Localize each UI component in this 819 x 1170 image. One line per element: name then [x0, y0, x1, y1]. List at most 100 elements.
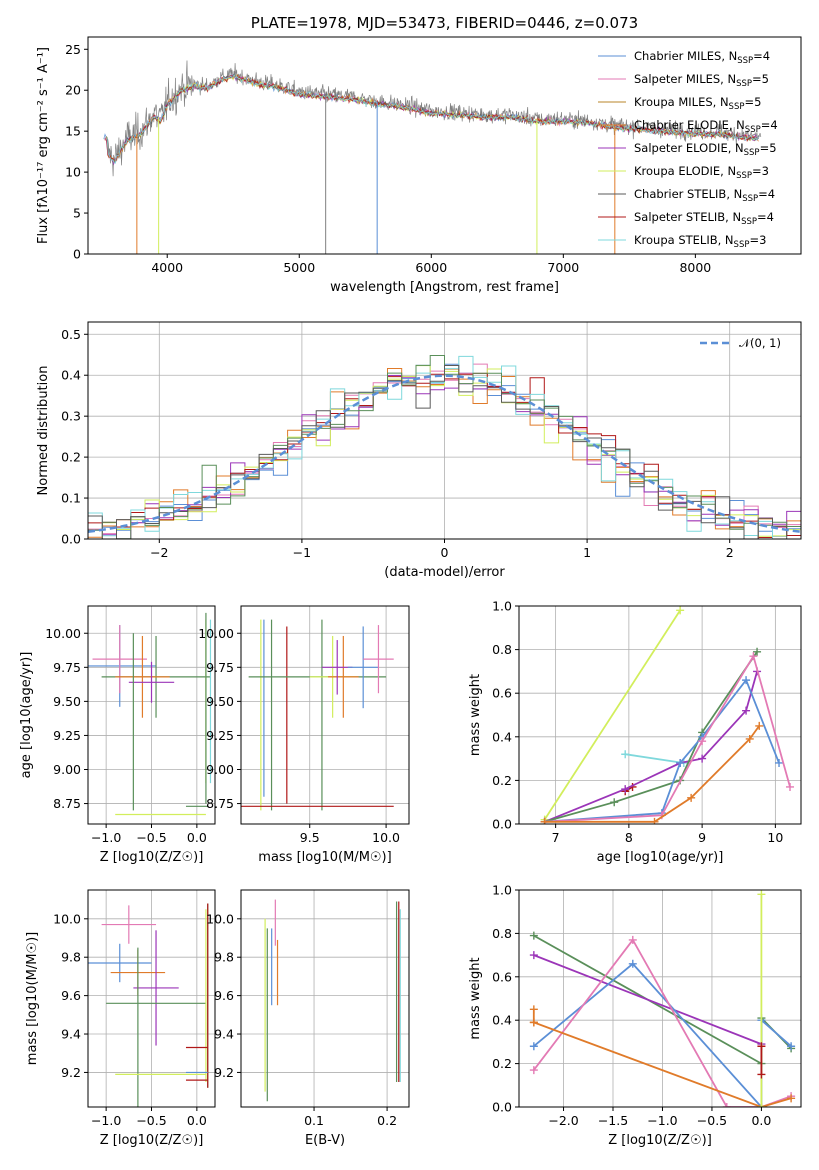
y-tick-label: 9.00 [53, 762, 81, 777]
legend-label: Salpeter MILES, NSSP=5 [634, 72, 769, 89]
y-tick-label: 10.0 [206, 911, 234, 926]
y-tick-label: 0.3 [61, 409, 81, 424]
y-tick-label: 0.2 [492, 1056, 512, 1071]
legend-label: Kroupa STELIB, NSSP=3 [634, 233, 766, 250]
data-point-marker [628, 959, 637, 968]
data-point-marker [775, 758, 784, 767]
model-spectrum-line [106, 74, 759, 164]
data-point-marker [529, 1066, 538, 1075]
x-axis-label: E(B-V) [305, 1133, 345, 1148]
y-tick-label: 9.8 [61, 950, 81, 965]
y-tick-label: 10.00 [45, 626, 81, 641]
x-tick-label: 4000 [151, 260, 183, 275]
y-tick-label: 9.8 [214, 950, 234, 965]
x-tick-label: 5000 [283, 260, 315, 275]
histogram-series [88, 375, 801, 539]
y-axis-label: mass weight [468, 674, 483, 756]
y-tick-label: 15 [65, 124, 81, 139]
data-point-marker [540, 817, 549, 824]
y-tick-label: 0.0 [61, 532, 81, 547]
x-tick-label: 0.0 [751, 1113, 771, 1128]
x-tick-label: −1 [293, 545, 311, 560]
data-point-marker [757, 1070, 766, 1079]
histogram-series [88, 365, 801, 539]
y-axis-label: mass [log10(M/M☉)] [25, 932, 40, 1065]
y-tick-label: 9.50 [53, 694, 81, 709]
x-tick-label: 0.0 [187, 1113, 207, 1128]
mass_Z-plot-area [88, 903, 209, 1107]
spectrum-plot-area [103, 60, 762, 254]
y-tick-label: 0.8 [492, 926, 512, 941]
weight_Z-axes: −2.0 −1.5 −1.0 −0.5 0.0 0.0 0.2 0.4 0.6 0.8 1.0 Z [… [468, 883, 802, 1148]
data-point-marker [745, 734, 754, 743]
y-axis-label: Flux [fλ10⁻¹⁷ erg cm⁻² s⁻¹ A⁻¹] [36, 47, 51, 244]
data-point-marker [757, 890, 766, 899]
axes-frame [518, 605, 802, 825]
x-tick-label: 1 [583, 545, 591, 560]
data-point-marker [753, 647, 762, 656]
data-point-marker [787, 1042, 796, 1051]
x-tick-label: 7000 [547, 260, 579, 275]
x-axis-label: Z [log10(Z/Z☉)] [100, 1133, 204, 1148]
mass_Z-axes: −1.0 −0.5 0.0 9.2 9.4 9.6 9.8 10.0 Z [log10(Z/Z☉… [25, 889, 216, 1148]
y-axis-label: age [log10(age/yr)] [19, 652, 34, 779]
x-axis-label: age [log10(age/yr)] [597, 850, 724, 865]
x-tick-label: 0 [441, 545, 449, 560]
spectrum-legend: Chabrier MILES, NSSP=4 Salpeter MILES, NS… [598, 49, 778, 250]
y-tick-label: 10.00 [198, 626, 234, 641]
x-tick-label: 9 [698, 830, 706, 845]
y-tick-label: 9.25 [53, 728, 81, 743]
age_Z-axes: −1.0 −0.5 0.0 8.75 9.00 9.25 9.50 9.75 10.00 Z [l… [19, 605, 216, 865]
x-tick-label: −0.5 [136, 830, 166, 845]
data-point-marker [610, 798, 619, 807]
y-tick-label: 0 [73, 247, 81, 262]
data-point-marker [676, 758, 685, 767]
data-point-marker [755, 721, 764, 730]
legend-label: Chabrier STELIB, NSSP=4 [634, 187, 775, 204]
x-tick-label: −1.5 [598, 1113, 628, 1128]
data-point-marker [757, 1042, 766, 1051]
x-tick-label: −0.5 [697, 1113, 727, 1128]
x-tick-label: −1.0 [91, 830, 121, 845]
data-point-marker [529, 931, 538, 940]
histogram-series [88, 355, 801, 539]
y-tick-label: 0.8 [492, 642, 512, 657]
data-point-marker [742, 706, 751, 715]
x-tick-label: 8000 [679, 260, 711, 275]
weight-line [533, 1021, 792, 1107]
axes-frame [87, 605, 216, 825]
y-tick-label: 0.6 [492, 686, 512, 701]
data-point-marker [687, 793, 696, 802]
y-tick-label: 9.6 [61, 988, 81, 1003]
data-point-marker [529, 1018, 538, 1027]
y-tick-label: 0.0 [492, 817, 512, 832]
x-tick-label: 9.5 [300, 830, 320, 845]
y-tick-label: 1.0 [492, 599, 512, 614]
chart-title: PLATE=1978, MJD=53473, FIBERID=0446, z=0… [251, 14, 638, 32]
data-point-marker [529, 1005, 538, 1014]
axes-frame [518, 889, 802, 1108]
y-tick-label: 10.0 [53, 911, 81, 926]
x-tick-label: −1.0 [91, 1113, 121, 1128]
data-point-marker [621, 785, 630, 794]
data-point-marker [749, 652, 758, 661]
x-axis-label: (data-model)/error [384, 565, 505, 580]
weight_age-axes: 7 8 9 10 0.0 0.2 0.4 0.6 0.8 1.0 age [log10(age/yr… [468, 599, 802, 865]
y-tick-label: 0.2 [492, 773, 512, 788]
y-tick-label: 9.4 [61, 1027, 81, 1042]
y-tick-label: 9.4 [214, 1027, 234, 1042]
axes-frame [240, 605, 410, 825]
age_Z-plot-area [88, 612, 212, 816]
x-tick-label: 0.0 [187, 830, 207, 845]
legend-label: Kroupa MILES, NSSP=5 [634, 95, 761, 112]
legend-label: Chabrier MILES, NSSP=4 [634, 49, 770, 66]
y-tick-label: 10 [65, 165, 81, 180]
data-point-marker [786, 782, 795, 791]
legend-label: Salpeter ELODIE, NSSP=5 [634, 141, 777, 158]
weight-line [625, 753, 684, 764]
axes-frame [87, 321, 802, 540]
data-point-marker [529, 1042, 538, 1051]
x-tick-label: 0.1 [304, 1113, 324, 1128]
spectrum-axes: 4000 5000 6000 7000 8000 0 5 10 15 20 25 wavelength… [36, 36, 802, 295]
legend-label: 𝒩(0, 1) [739, 336, 781, 350]
